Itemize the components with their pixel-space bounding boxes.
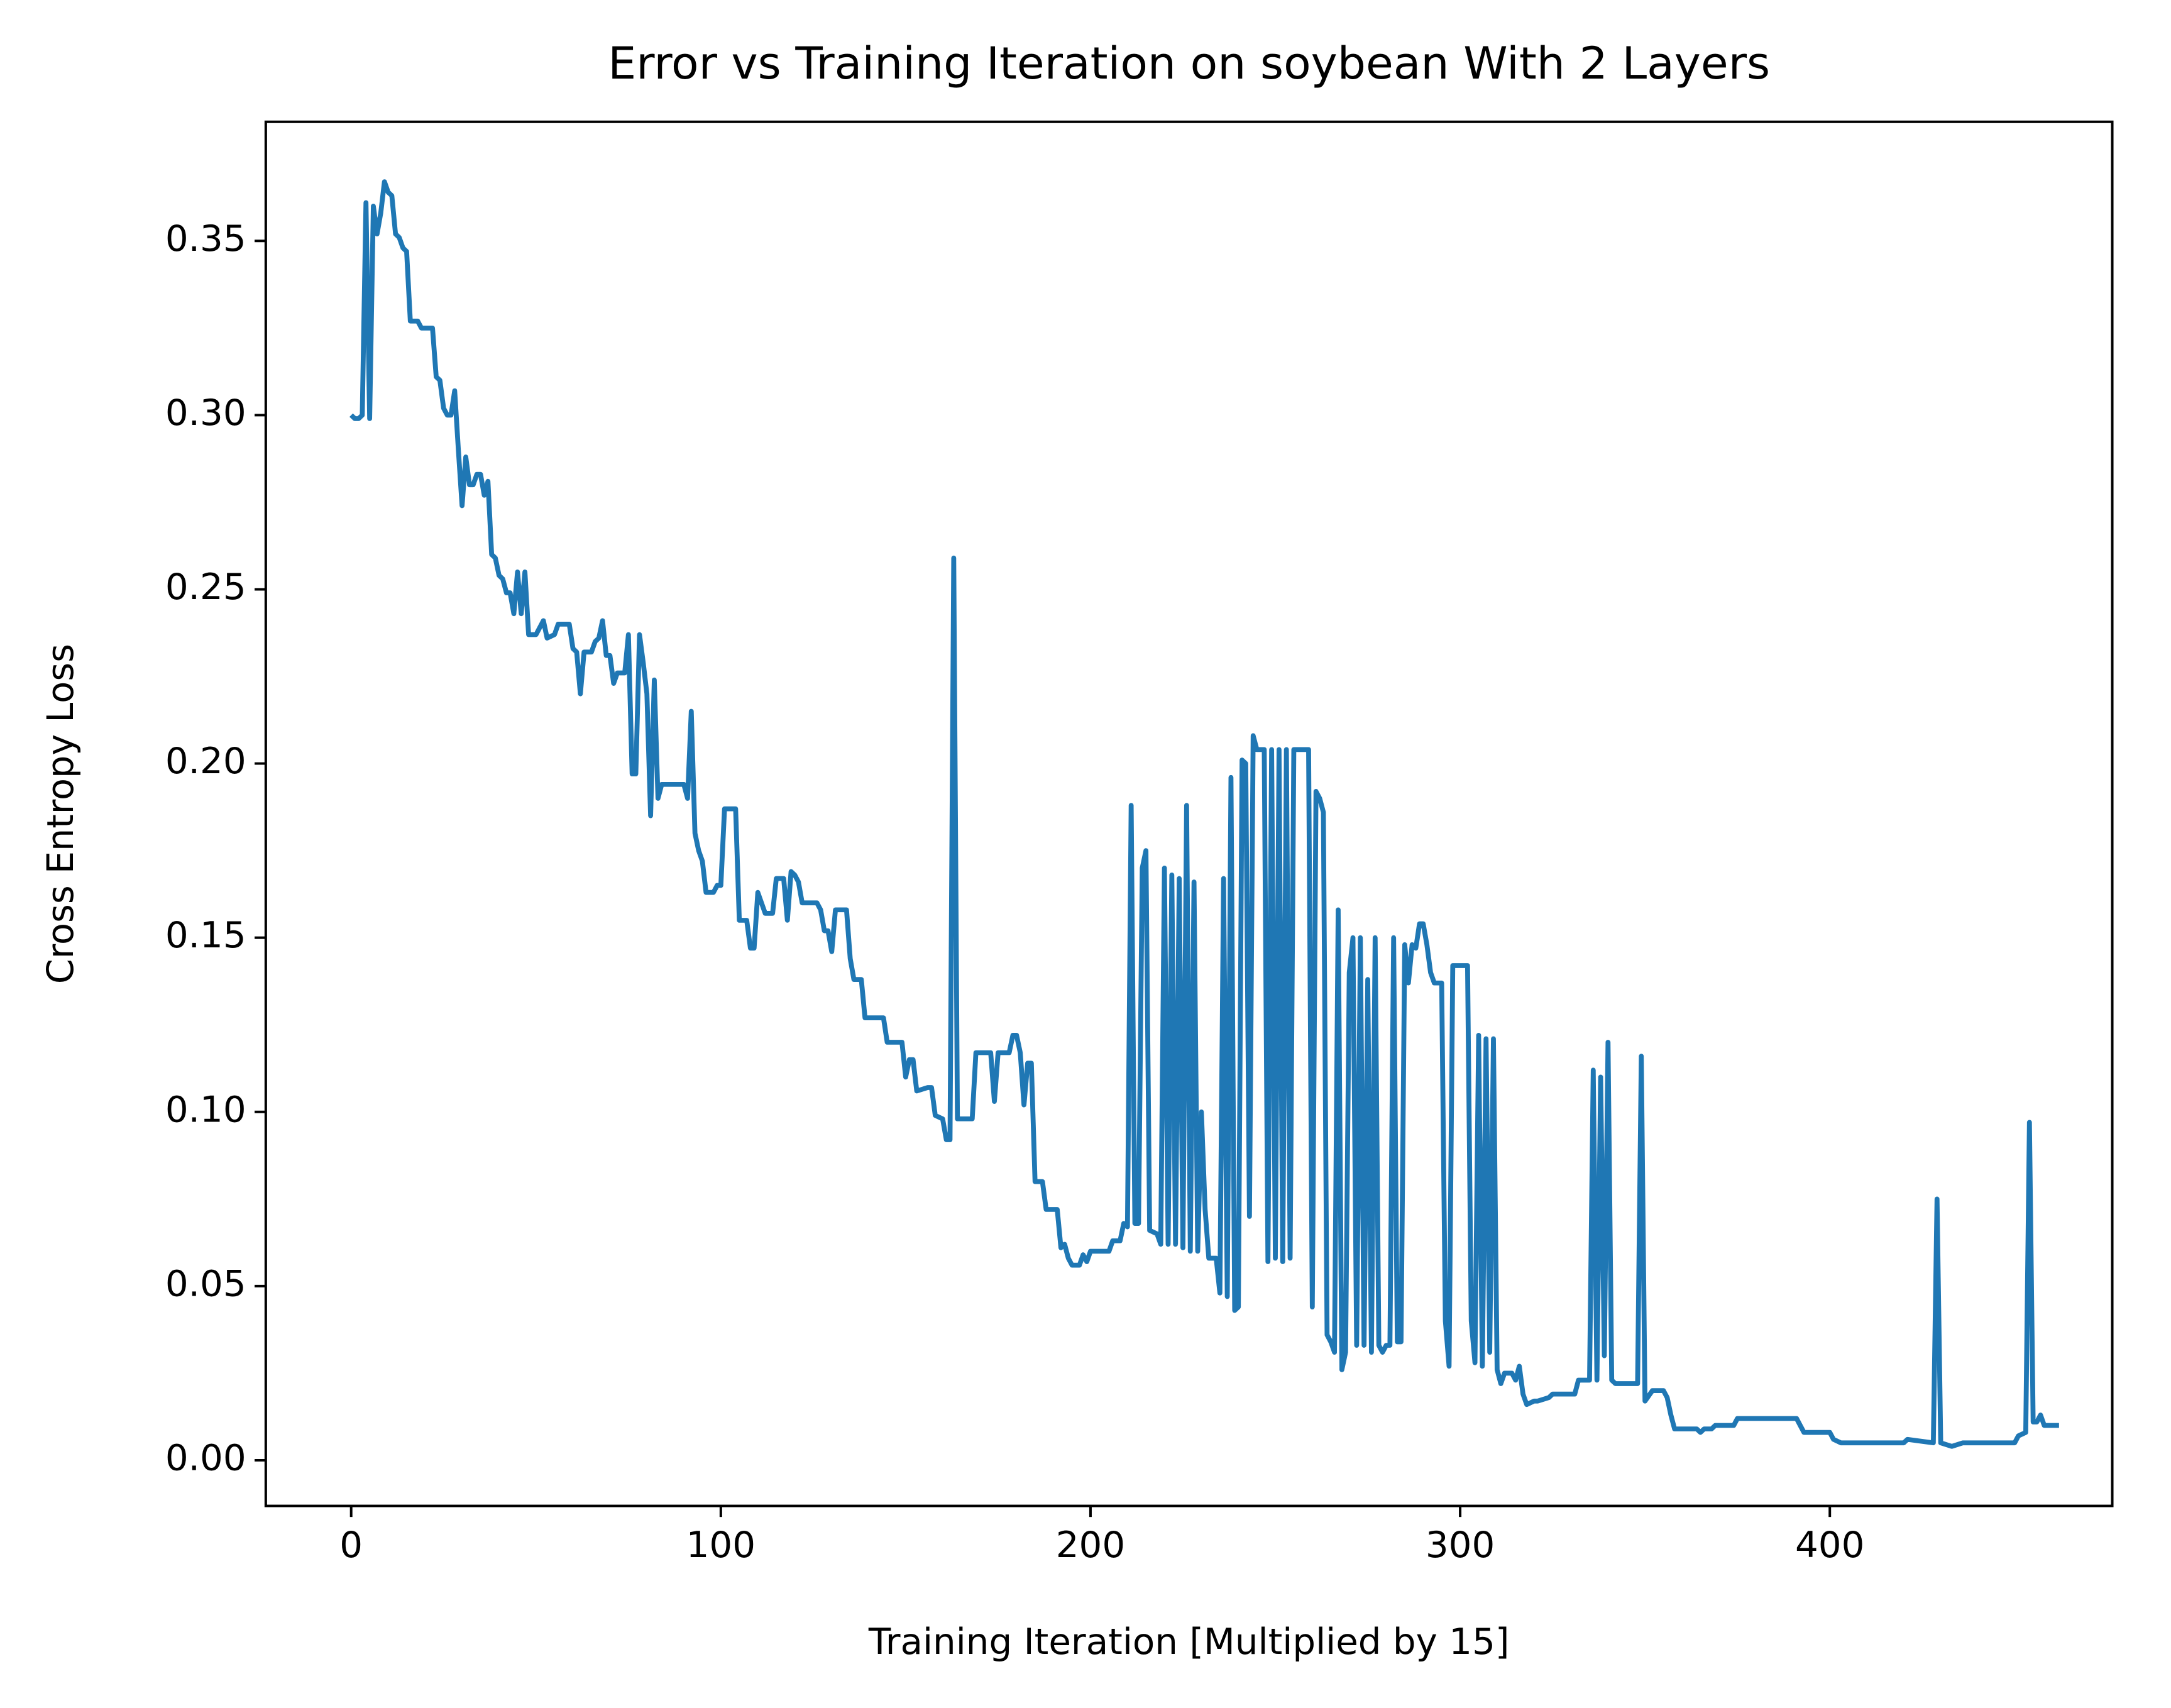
x-tick-label: 100 (686, 1524, 756, 1566)
y-tick-label: 0.35 (165, 218, 246, 260)
x-tick-label: 400 (1795, 1524, 1864, 1566)
y-tick-label: 0.05 (165, 1263, 246, 1305)
x-tick-label: 300 (1426, 1524, 1495, 1566)
y-tick-label: 0.25 (165, 566, 246, 608)
y-tick-label: 0.10 (165, 1089, 246, 1131)
y-tick-label: 0.00 (165, 1437, 246, 1479)
y-tick-label: 0.15 (165, 914, 246, 956)
x-tick-label: 0 (339, 1524, 363, 1566)
x-tick-label: 200 (1056, 1524, 1125, 1566)
y-axis-label: Cross Entropy Loss (40, 644, 82, 984)
y-tick-label: 0.30 (165, 392, 246, 434)
plot-frame (264, 120, 2114, 1507)
chart-title: Error vs Training Iteration on soybean W… (608, 37, 1770, 89)
y-tick-label: 0.20 (165, 740, 246, 782)
x-axis-label: Training Iteration [Multiplied by 15] (868, 1621, 1510, 1663)
loss-line (349, 179, 2059, 1449)
